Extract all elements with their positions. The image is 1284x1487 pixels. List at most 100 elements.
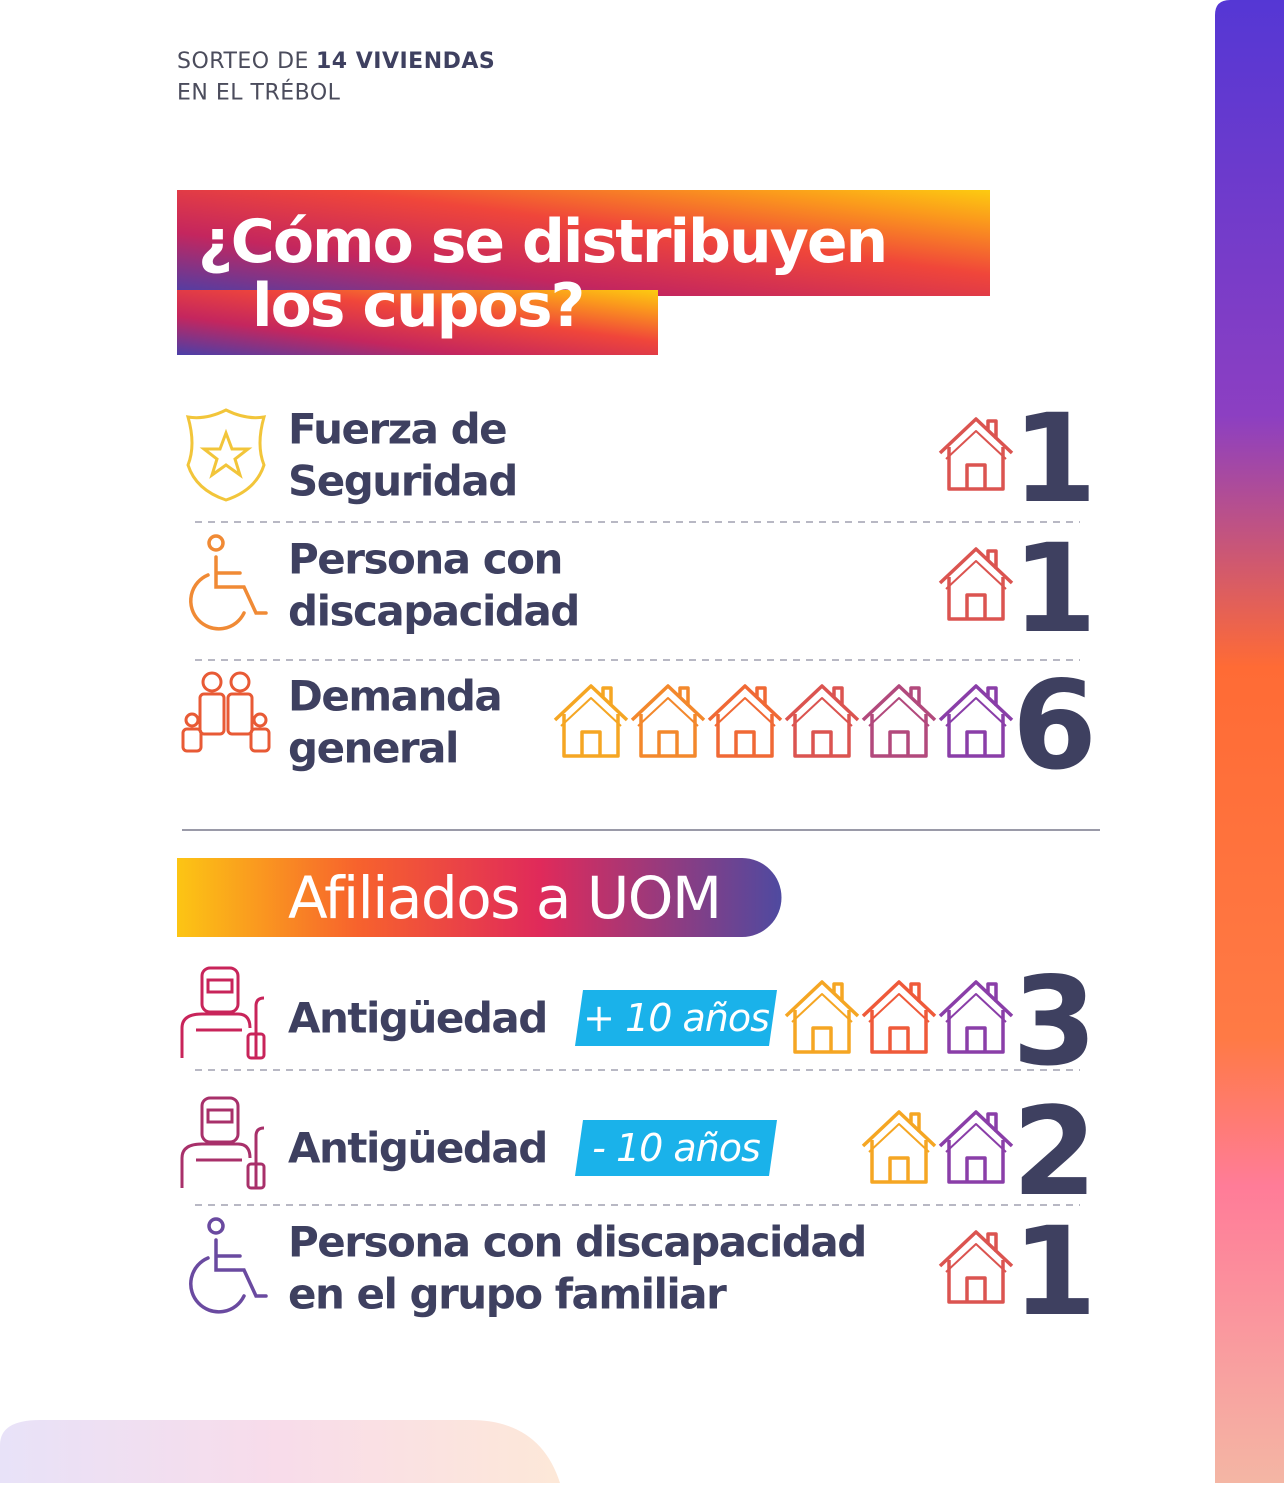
- house-walls: [947, 447, 1005, 491]
- title-line: los cupos?: [252, 271, 583, 341]
- house-walls: [947, 1140, 1005, 1184]
- house-walls: [870, 1010, 928, 1054]
- house-walls: [793, 714, 851, 758]
- house-icon: [784, 980, 860, 1054]
- head: [207, 534, 225, 552]
- row-label: Antigüedad: [288, 994, 547, 1043]
- house-icon: [938, 1110, 1014, 1184]
- head: [207, 1217, 225, 1235]
- house-walls: [870, 714, 928, 758]
- house-roof: [938, 980, 1014, 1018]
- tank: [246, 1162, 266, 1190]
- house-icon: [861, 980, 937, 1054]
- body: [214, 1238, 268, 1298]
- house-walls: [947, 1010, 1005, 1054]
- head: [229, 671, 251, 693]
- count: 1: [1012, 518, 1097, 660]
- section-band: [177, 858, 782, 937]
- house-icon: [938, 547, 1014, 621]
- house-walls: [947, 1260, 1005, 1304]
- house-roof-inner: [868, 993, 930, 1023]
- badge-text: - 10 años: [592, 1126, 760, 1170]
- house-roof-inner: [945, 560, 1007, 590]
- row-label: Persona con: [288, 535, 562, 584]
- house-walls: [947, 714, 1005, 758]
- house-icon: [630, 684, 706, 758]
- side-panel: [1215, 0, 1284, 1483]
- house-walls: [947, 577, 1005, 621]
- body: [249, 727, 271, 753]
- house-roof: [784, 980, 860, 1018]
- house-roof: [861, 1110, 937, 1148]
- house-icon: [861, 1110, 937, 1184]
- house-roof-inner: [868, 697, 930, 727]
- house-icon: [938, 980, 1014, 1054]
- house-icon: [707, 684, 783, 758]
- house-roof: [938, 684, 1014, 722]
- house-icon: [784, 684, 860, 758]
- house-walls: [562, 714, 620, 758]
- mask: [200, 1096, 240, 1144]
- row-label: general: [288, 724, 458, 773]
- star: [199, 428, 253, 479]
- row-label: Fuerza de: [288, 405, 506, 454]
- house-icon: [938, 417, 1014, 491]
- wheel: [189, 1256, 246, 1314]
- header-prefix: SORTEO DE: [177, 49, 309, 74]
- house-icon: [861, 684, 937, 758]
- body: [214, 555, 268, 615]
- wheel: [189, 573, 246, 631]
- family-icon: [181, 671, 271, 753]
- section-heading: Afiliados a UOM: [288, 864, 721, 932]
- house-roof: [938, 417, 1014, 455]
- house-roof: [861, 980, 937, 1018]
- house-icon: [938, 684, 1014, 758]
- wheelchair-icon: [189, 534, 268, 631]
- house-walls: [793, 1010, 851, 1054]
- row-label: Antigüedad: [288, 1124, 547, 1173]
- head: [252, 712, 268, 728]
- body: [226, 692, 254, 736]
- house-roof: [938, 1230, 1014, 1268]
- badge-bg: [575, 990, 777, 1046]
- header-line1: SORTEO DE 14 VIVIENDAS: [177, 49, 495, 74]
- shield-icon: [185, 408, 267, 502]
- shoulders: [180, 1012, 252, 1058]
- welder-icon: [180, 1096, 266, 1190]
- title-line: ¿Cómo se distribuyen: [198, 207, 886, 277]
- house-walls: [639, 714, 697, 758]
- welder-icon: [180, 966, 266, 1060]
- count: 1: [1012, 388, 1097, 530]
- house-roof-inner: [868, 1123, 930, 1153]
- wheelchair-icon: [189, 1217, 268, 1314]
- body: [198, 692, 226, 736]
- count: 2: [1012, 1081, 1097, 1223]
- house-roof-inner: [791, 993, 853, 1023]
- badge-bg: [575, 1120, 777, 1176]
- house-icon: [938, 1230, 1014, 1304]
- row-label: Seguridad: [288, 457, 517, 506]
- head: [201, 671, 223, 693]
- house-walls: [716, 714, 774, 758]
- house-roof: [784, 684, 860, 722]
- header-line2: EN EL TRÉBOL: [177, 80, 341, 106]
- house-roof-inner: [945, 1243, 1007, 1273]
- house-roof-inner: [945, 993, 1007, 1023]
- head: [184, 712, 200, 728]
- house-roof-inner: [791, 697, 853, 727]
- count: 6: [1012, 655, 1097, 797]
- house-roof-inner: [714, 697, 776, 727]
- title-band: [177, 190, 990, 296]
- row-label: discapacidad: [288, 587, 579, 636]
- house-roof: [707, 684, 783, 722]
- mask: [200, 966, 240, 1014]
- row-label: Persona con discapacidad: [288, 1218, 866, 1267]
- body: [181, 727, 203, 753]
- title-band: [177, 290, 658, 355]
- house-roof-inner: [637, 697, 699, 727]
- bottom-card: [0, 1420, 560, 1483]
- house-roof: [553, 684, 629, 722]
- house-roof: [938, 1110, 1014, 1148]
